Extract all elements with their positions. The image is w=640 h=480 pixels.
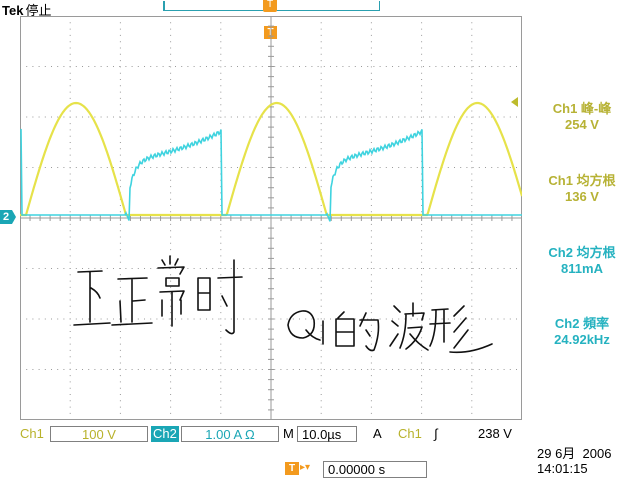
trigger-position-icon[interactable]: T <box>263 0 277 12</box>
trigger-offset-arrow-icon: ▸▾ <box>300 462 311 473</box>
settings-bar: Ch1 100 V Ch2 1.00 A Ω M 10.0µs A Ch1 ∫ … <box>18 426 526 443</box>
trigger-level-icon[interactable] <box>511 97 518 107</box>
measurement-ch1-rms: Ch1 均方根 136 V <box>523 173 640 205</box>
trigger-offset-value[interactable]: 0.00000 s <box>323 461 427 478</box>
trigger-source[interactable]: Ch1 <box>398 426 422 441</box>
ch1-waveform <box>20 101 522 217</box>
trigger-mode: A <box>373 426 382 441</box>
measurement-ch2-frequency: Ch2 頻率 24.92kHz <box>523 316 640 348</box>
brand-logo: Tek <box>2 3 24 18</box>
trigger-level-value[interactable]: 238 V <box>478 426 512 441</box>
waveform-graticule[interactable] <box>20 16 522 420</box>
brand-status: Tek 停止 <box>2 0 51 19</box>
ch2-waveform <box>20 128 522 222</box>
ch2-ground-marker-icon[interactable]: 2 <box>0 210 16 224</box>
measurement-label: Ch1 均方根 <box>548 173 616 188</box>
trigger-offset-icon: T <box>285 462 299 475</box>
measurement-value: 811mA <box>561 261 603 276</box>
grid <box>20 16 522 420</box>
measurement-label: Ch2 頻率 <box>554 316 610 331</box>
ch2-label[interactable]: Ch2 <box>151 426 179 442</box>
date: 29 6月 2006 <box>537 446 612 461</box>
rising-slope-icon[interactable]: ∫ <box>434 426 438 441</box>
timebase-value[interactable]: 10.0µs <box>297 426 357 442</box>
ch1-scale[interactable]: 100 V <box>50 426 148 442</box>
handwritten-annotation <box>73 255 493 354</box>
acquisition-status: 停止 <box>25 3 52 18</box>
time: 14:01:15 <box>537 461 588 476</box>
ch1-label[interactable]: Ch1 <box>20 426 44 441</box>
timebase-label: M <box>283 426 294 441</box>
measurement-value: 254 V <box>565 117 599 132</box>
measurement-label: Ch1 峰-峰 <box>552 101 612 116</box>
measurement-value: 24.92kHz <box>554 332 610 347</box>
measurement-ch2-rms: Ch2 均方根 811mA <box>523 245 640 277</box>
datetime: 29 6月 2006 14:01:15 <box>537 446 611 476</box>
measurement-value: 136 V <box>565 189 599 204</box>
ch2-scale[interactable]: 1.00 A Ω <box>181 426 279 442</box>
measurement-ch1-pk2pk: Ch1 峰-峰 254 V <box>523 101 640 133</box>
measurement-label: Ch2 均方根 <box>548 245 616 260</box>
